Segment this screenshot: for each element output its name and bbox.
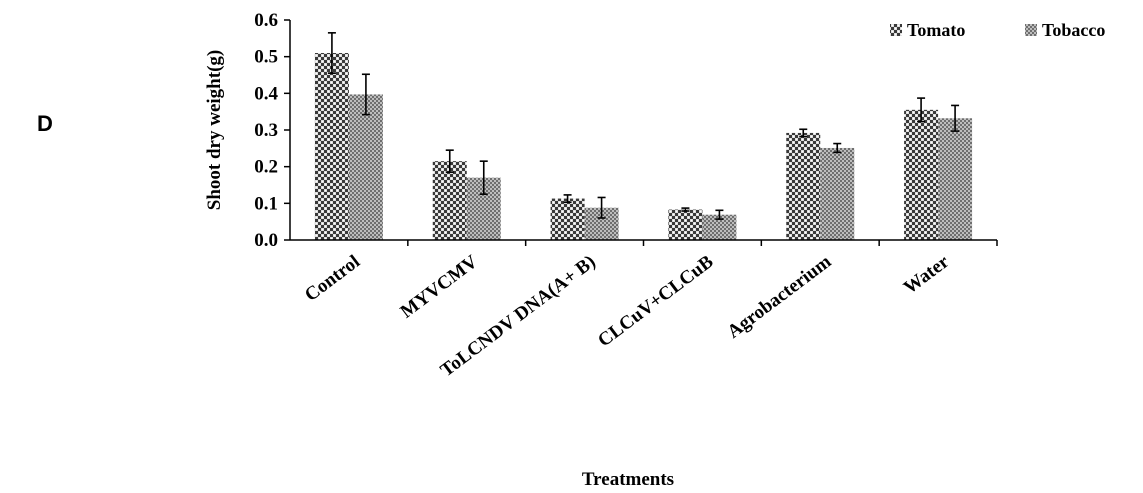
y-tick-label: 0.6: [254, 10, 278, 31]
x-axis-title: Treatments: [582, 469, 674, 490]
bar-tomato: [904, 109, 939, 240]
x-tick-label: Agrobacterium: [723, 251, 835, 343]
error-bars-group: [327, 32, 960, 220]
x-tick-label: MYVCMV: [397, 251, 482, 323]
legend-swatch-tobacco: [1025, 24, 1037, 36]
y-tick-label: 0.3: [254, 120, 278, 141]
bar-tomato: [668, 209, 703, 240]
bar-tobacco: [348, 94, 383, 240]
bar-tomato: [786, 132, 821, 240]
bar-tobacco: [820, 147, 855, 240]
y-ticks-group: 0.0 0.1 0.2 0.3 0.4 0.5 0.6: [254, 10, 290, 251]
panel-label: D: [37, 111, 53, 136]
bar-tomato: [432, 161, 467, 240]
x-tick-label: CLCuV+CLCuB: [594, 251, 718, 351]
legend-swatch-tomato: [890, 24, 902, 36]
y-axis-title: Shoot dry weight(g): [204, 50, 225, 210]
y-tick-label: 0.4: [254, 83, 278, 104]
y-tick-label: 0.5: [254, 47, 278, 68]
legend-label-tobacco: Tobacco: [1042, 20, 1105, 40]
bar-tobacco: [938, 118, 973, 240]
x-tick-label: Control: [301, 251, 364, 306]
y-tick-label: 0.2: [254, 157, 278, 178]
y-tick-label: 0.0: [254, 230, 278, 251]
bar-tomato: [314, 53, 349, 240]
legend: Tomato Tobacco: [890, 20, 1105, 40]
bars-group: [314, 53, 973, 240]
x-tick-label: Water: [900, 251, 954, 299]
bar-tomato: [550, 198, 585, 240]
y-tick-label: 0.1: [254, 193, 278, 214]
legend-label-tomato: Tomato: [907, 20, 965, 40]
